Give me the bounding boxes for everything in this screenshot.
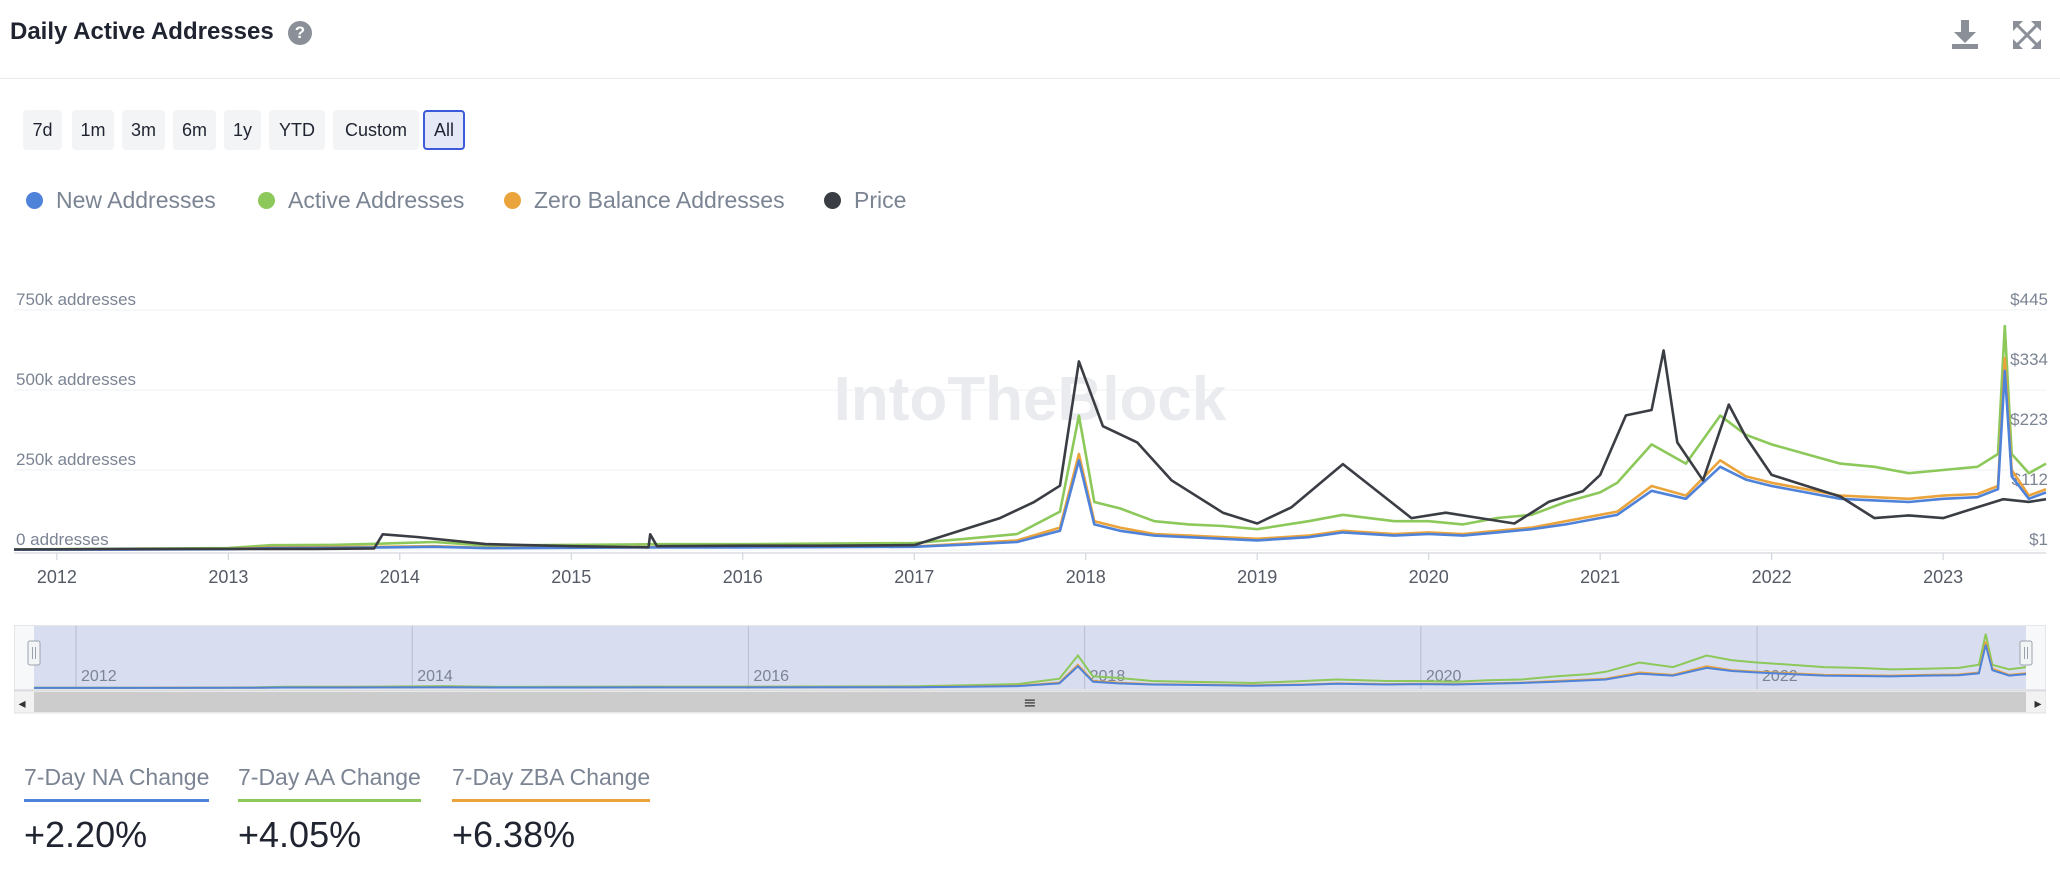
x-tick-label: 2022	[1752, 567, 1792, 587]
y-tick-label-right: $1	[2029, 530, 2048, 549]
x-tick-label: 2018	[1066, 567, 1106, 587]
x-tick-label: 2015	[551, 567, 591, 587]
legend-item-price[interactable]: Price	[824, 184, 906, 216]
y-tick-label-left: 0 addresses	[16, 530, 109, 549]
navigator-handle	[27, 640, 41, 666]
x-tick-label: 2020	[1409, 567, 1449, 587]
legend-label: New Addresses	[56, 186, 216, 213]
range-navigator[interactable]: 2012 2014 2016 2018 2020 2022≡◂ ▸	[14, 625, 2046, 715]
series-line-new-addresses	[13, 369, 2047, 552]
x-tick-label: 2019	[1237, 567, 1277, 587]
y-tick-label-right: $334	[2010, 350, 2048, 369]
navigator-label: 2022	[1762, 668, 1798, 685]
y-tick-label-right: $223	[2010, 410, 2048, 429]
stat-label: 7-Day AA Change	[238, 764, 421, 790]
range-button-custom[interactable]: Custom	[333, 110, 419, 150]
navigator-label: 2016	[753, 668, 789, 685]
legend-dot-icon	[824, 191, 841, 209]
legend-label: Zero Balance Addresses	[534, 186, 785, 213]
x-tick-label: 2021	[1580, 567, 1620, 587]
navigator-handle	[2019, 640, 2033, 666]
legend-item-new-addresses[interactable]: New Addresses	[26, 184, 216, 216]
line-chart[interactable]: 0 addresses 250k addresses 500k addresses 7…	[0, 260, 2060, 600]
legend-item-active-addresses[interactable]: Active Addresses	[258, 184, 464, 216]
chart-header: Daily Active Addresses ?	[0, 0, 2060, 79]
range-button-3m[interactable]: 3m	[122, 110, 165, 150]
navigator-series-line	[34, 644, 2027, 689]
stat-value: +4.05%	[238, 814, 362, 855]
navigator-scrollbar-thumb	[34, 692, 2026, 712]
stat-na-change: 7-Day NA Change +2.20%	[24, 764, 210, 856]
stat-underline	[24, 799, 210, 802]
y-tick-label-left: 750k addresses	[16, 290, 136, 309]
stat-aa-change: 7-Day AA Change +4.05%	[238, 764, 421, 856]
legend-item-zero-balance-addresses[interactable]: Zero Balance Addresses	[504, 184, 785, 216]
legend-dot-icon	[258, 191, 275, 209]
stat-value: +6.38%	[452, 814, 576, 855]
scrollbar-grip-icon: ≡	[1023, 693, 1036, 712]
stat-underline	[452, 799, 651, 802]
range-button-ytd[interactable]: YTD	[269, 110, 325, 150]
stat-label: 7-Day ZBA Change	[452, 764, 651, 790]
range-button-all[interactable]: All	[423, 110, 465, 150]
stat-underline	[238, 799, 421, 802]
stat-label: 7-Day NA Change	[24, 764, 210, 790]
series-line-active-addresses	[13, 324, 2047, 551]
stat-zba-change: 7-Day ZBA Change +6.38%	[452, 764, 651, 856]
scroll-right-arrow-icon: ▸	[2034, 696, 2041, 712]
y-tick-label-left: 250k addresses	[16, 450, 136, 469]
y-tick-label-right: $445	[2010, 290, 2048, 309]
series-line-price	[13, 349, 2047, 551]
page-title: Daily Active Addresses	[10, 18, 274, 45]
x-tick-label: 2013	[208, 567, 248, 587]
help-icon[interactable]: ?	[288, 21, 312, 45]
legend-dot-icon	[26, 191, 43, 209]
x-tick-label: 2023	[1923, 567, 1963, 587]
fullscreen-icon[interactable]	[2012, 20, 2042, 50]
scroll-left-arrow-icon: ◂	[18, 696, 25, 712]
navigator-selection	[34, 626, 2026, 689]
range-button-7d[interactable]: 7d	[23, 110, 62, 150]
stat-value: +2.20%	[24, 814, 148, 855]
x-tick-label: 2016	[723, 567, 763, 587]
legend-label: Price	[854, 186, 907, 213]
navigator-label: 2014	[417, 668, 453, 685]
legend-label: Active Addresses	[288, 186, 465, 213]
range-button-1y[interactable]: 1y	[224, 110, 261, 150]
x-tick-label: 2012	[37, 567, 77, 587]
download-icon[interactable]	[1950, 18, 1980, 50]
legend-dot-icon	[504, 191, 521, 209]
x-tick-label: 2017	[894, 567, 934, 587]
range-button-6m[interactable]: 6m	[173, 110, 216, 150]
y-tick-label-left: 500k addresses	[16, 370, 136, 389]
range-button-1m[interactable]: 1m	[72, 110, 114, 150]
x-tick-label: 2014	[380, 567, 420, 587]
watermark-text: IntoTheBlock	[834, 365, 1227, 434]
navigator-label: 2012	[81, 668, 117, 685]
